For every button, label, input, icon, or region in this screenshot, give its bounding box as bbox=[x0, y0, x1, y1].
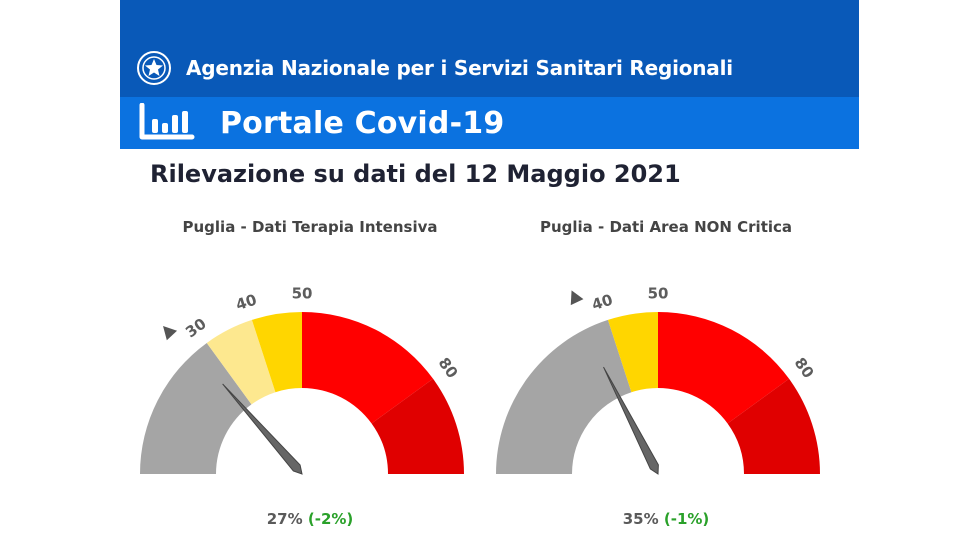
gauge-band bbox=[496, 319, 632, 474]
portal-title: Portale Covid-19 bbox=[220, 105, 505, 141]
gauge-dial: 30 40 50 80 bbox=[140, 285, 464, 475]
gauge-band bbox=[251, 312, 302, 393]
gauge-band bbox=[727, 378, 820, 474]
gauge-tick-label: 50 bbox=[292, 285, 313, 303]
agency-brand: Agenzia Nazionale per i Servizi Sanitari… bbox=[136, 42, 733, 94]
gauge-tick-label: 50 bbox=[648, 285, 669, 303]
agency-header: Agenzia Nazionale per i Servizi Sanitari… bbox=[120, 0, 859, 97]
republic-emblem-icon bbox=[137, 51, 171, 85]
gauge-tick-label: 80 bbox=[435, 354, 462, 381]
page-frame: Agenzia Nazionale per i Servizi Sanitari… bbox=[120, 0, 859, 540]
gauge-needle bbox=[603, 366, 659, 475]
gauge-tick-label: 40 bbox=[234, 291, 259, 315]
gauge-band bbox=[140, 342, 252, 474]
gauge-delta: (-2%) bbox=[307, 510, 354, 528]
gauge-non-critical-area: Puglia - Dati Area NON Critica 40 50 80 35… bbox=[486, 210, 846, 540]
gauge-delta: (-1%) bbox=[663, 510, 710, 528]
bar-chart-icon bbox=[139, 103, 195, 140]
gauge-band bbox=[371, 378, 464, 474]
gauge-dial: 40 50 80 bbox=[496, 285, 820, 475]
gauge-reading: 27% (-2%) bbox=[130, 510, 490, 528]
threshold-marker-icon bbox=[570, 290, 584, 306]
threshold-marker-icon bbox=[163, 326, 178, 341]
gauge-tick-label: 80 bbox=[791, 354, 818, 381]
portal-header: Portale Covid-19 bbox=[120, 97, 859, 149]
gauge-needle bbox=[222, 383, 303, 475]
report-date-title: Rilevazione su dati del 12 Maggio 2021 bbox=[150, 160, 681, 188]
gauge-title: Puglia - Dati Terapia Intensiva bbox=[182, 218, 438, 236]
gauge-value: 27% bbox=[266, 510, 303, 528]
agency-title: Agenzia Nazionale per i Servizi Sanitari… bbox=[186, 56, 733, 80]
gauge-reading: 35% (-1%) bbox=[486, 510, 846, 528]
gauge-intensive-care: Puglia - Dati Terapia Intensiva 30 40 50 80… bbox=[130, 210, 490, 540]
gauge-band bbox=[658, 312, 790, 424]
gauge-tick-label: 40 bbox=[590, 291, 615, 315]
gauge-title: Puglia - Dati Area NON Critica bbox=[539, 218, 793, 236]
gauge-band bbox=[607, 312, 658, 393]
gauge-band bbox=[302, 312, 434, 424]
gauge-tick-label: 30 bbox=[182, 315, 209, 342]
gauge-value: 35% bbox=[622, 510, 659, 528]
gauge-band bbox=[206, 319, 276, 405]
